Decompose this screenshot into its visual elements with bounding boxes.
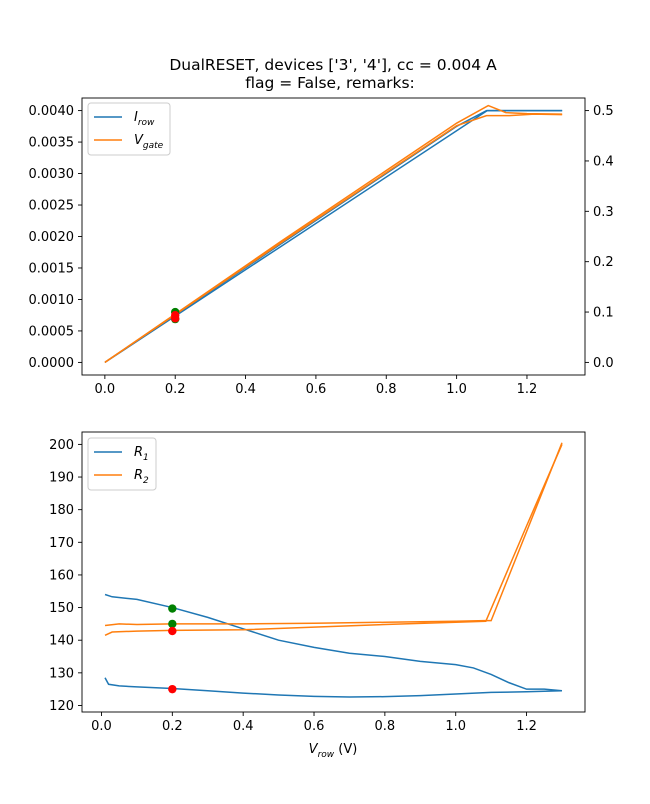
y-left-tick-label: 0.0025 bbox=[29, 199, 75, 214]
legend-label-r-1-main: R bbox=[134, 445, 143, 460]
y-tick-label: 190 bbox=[49, 471, 74, 486]
y-right-tick-label: 0.3 bbox=[593, 205, 614, 220]
y-tick-label: 170 bbox=[49, 536, 74, 551]
red-marker-4 bbox=[171, 314, 180, 323]
y-right-tick-label: 0.4 bbox=[593, 154, 614, 169]
series-v-gate-line-2 bbox=[104, 113, 563, 364]
x-tick-label: 0.4 bbox=[235, 382, 256, 397]
y-left-tick-label: 0.0030 bbox=[29, 167, 75, 182]
series-v-gate-line-1 bbox=[104, 104, 563, 364]
upper-legend-box bbox=[87, 102, 171, 156]
legend-label-r-2-subscript: 2 bbox=[143, 476, 149, 486]
y-left-tick-label: 0.0000 bbox=[29, 356, 75, 371]
legend-label-v-gate-main: V bbox=[134, 133, 144, 148]
y-left-tick-label: 0.0020 bbox=[29, 230, 75, 245]
legend-label-r-1-subscript: 1 bbox=[143, 453, 149, 463]
lower-plot-frame bbox=[81, 431, 586, 713]
x-tick-label: 0.6 bbox=[306, 382, 327, 397]
legend-label-r-2-main: R bbox=[134, 468, 143, 483]
x-axis-label: Vrow (V) bbox=[309, 742, 358, 760]
y-left-tick-label: 0.0040 bbox=[29, 104, 75, 119]
y-tick-label: 150 bbox=[49, 601, 74, 616]
y-left-tick-label: 0.0005 bbox=[29, 324, 75, 339]
chart-title-line-2: flag = False, remarks: bbox=[245, 74, 415, 92]
x-tick-label: 0.2 bbox=[162, 719, 183, 734]
x-tick-label: 0.4 bbox=[233, 719, 254, 734]
y-right-tick-label: 0.1 bbox=[593, 306, 614, 321]
legend-label-r-2: R2 bbox=[134, 468, 149, 486]
y-left-tick-label: 0.0035 bbox=[29, 136, 75, 151]
y-right-tick-label: 0.5 bbox=[593, 104, 614, 119]
y-right-tick-label: 0.2 bbox=[593, 255, 614, 270]
x-tick-label: 1.2 bbox=[516, 719, 537, 734]
x-axis-label-unit: (V) bbox=[334, 742, 357, 757]
y-tick-label: 160 bbox=[49, 568, 74, 583]
x-tick-label: 0.0 bbox=[95, 382, 116, 397]
y-left-tick-label: 0.0010 bbox=[29, 293, 75, 308]
x-tick-label: 1.0 bbox=[446, 382, 467, 397]
legend-label-i-row-subscript: row bbox=[138, 118, 155, 128]
y-right-tick-label: 0.0 bbox=[593, 356, 614, 371]
x-tick-label: 0.2 bbox=[165, 382, 186, 397]
x-axis-label-subscript: row bbox=[318, 750, 335, 760]
red-marker-3 bbox=[168, 626, 177, 636]
legend-label-v-gate-subscript: gate bbox=[143, 141, 164, 151]
series-r-1-line-1 bbox=[104, 593, 563, 692]
red-marker-4 bbox=[168, 684, 177, 694]
x-tick-label: 0.8 bbox=[376, 382, 397, 397]
series-r-1-line-2 bbox=[104, 677, 563, 698]
x-tick-label: 0.8 bbox=[375, 719, 396, 734]
legend-label-i-row: Irow bbox=[134, 110, 155, 128]
x-tick-label: 1.0 bbox=[445, 719, 466, 734]
x-tick-label: 0.0 bbox=[91, 719, 112, 734]
y-tick-label: 180 bbox=[49, 503, 74, 518]
y-tick-label: 140 bbox=[49, 634, 74, 649]
green-marker-2 bbox=[168, 619, 177, 629]
lower-legend-box bbox=[87, 437, 157, 491]
legend-label-i-row-main: I bbox=[134, 110, 138, 125]
lower-plot: 0.0 0.2 0.4 0.6 0.8 1.0 1.2 120 130 140 150 160 170 1… bbox=[49, 431, 586, 760]
x-tick-label: 0.6 bbox=[304, 719, 325, 734]
upper-plot: 0.0 0.2 0.4 0.6 0.8 1.0 1.2 0.0000 0.0005 0.0010 0… bbox=[29, 97, 614, 397]
y-tick-label: 200 bbox=[49, 438, 74, 453]
x-axis-label-main: V bbox=[309, 742, 319, 757]
upper-legend: Irow Vgate bbox=[87, 102, 171, 156]
legend-label-v-gate: Vgate bbox=[134, 133, 164, 151]
legend-label-r-1: R1 bbox=[134, 445, 149, 463]
y-tick-label: 120 bbox=[49, 699, 74, 714]
y-tick-label: 130 bbox=[49, 666, 74, 681]
green-marker-1 bbox=[168, 604, 177, 613]
y-left-tick-label: 0.0015 bbox=[29, 261, 75, 276]
x-tick-label: 1.2 bbox=[517, 382, 538, 397]
series-r-2-line-2 bbox=[104, 444, 563, 636]
chart-title-line-1: DualRESET, devices ['3', '4'], cc = 0.00… bbox=[169, 56, 497, 74]
